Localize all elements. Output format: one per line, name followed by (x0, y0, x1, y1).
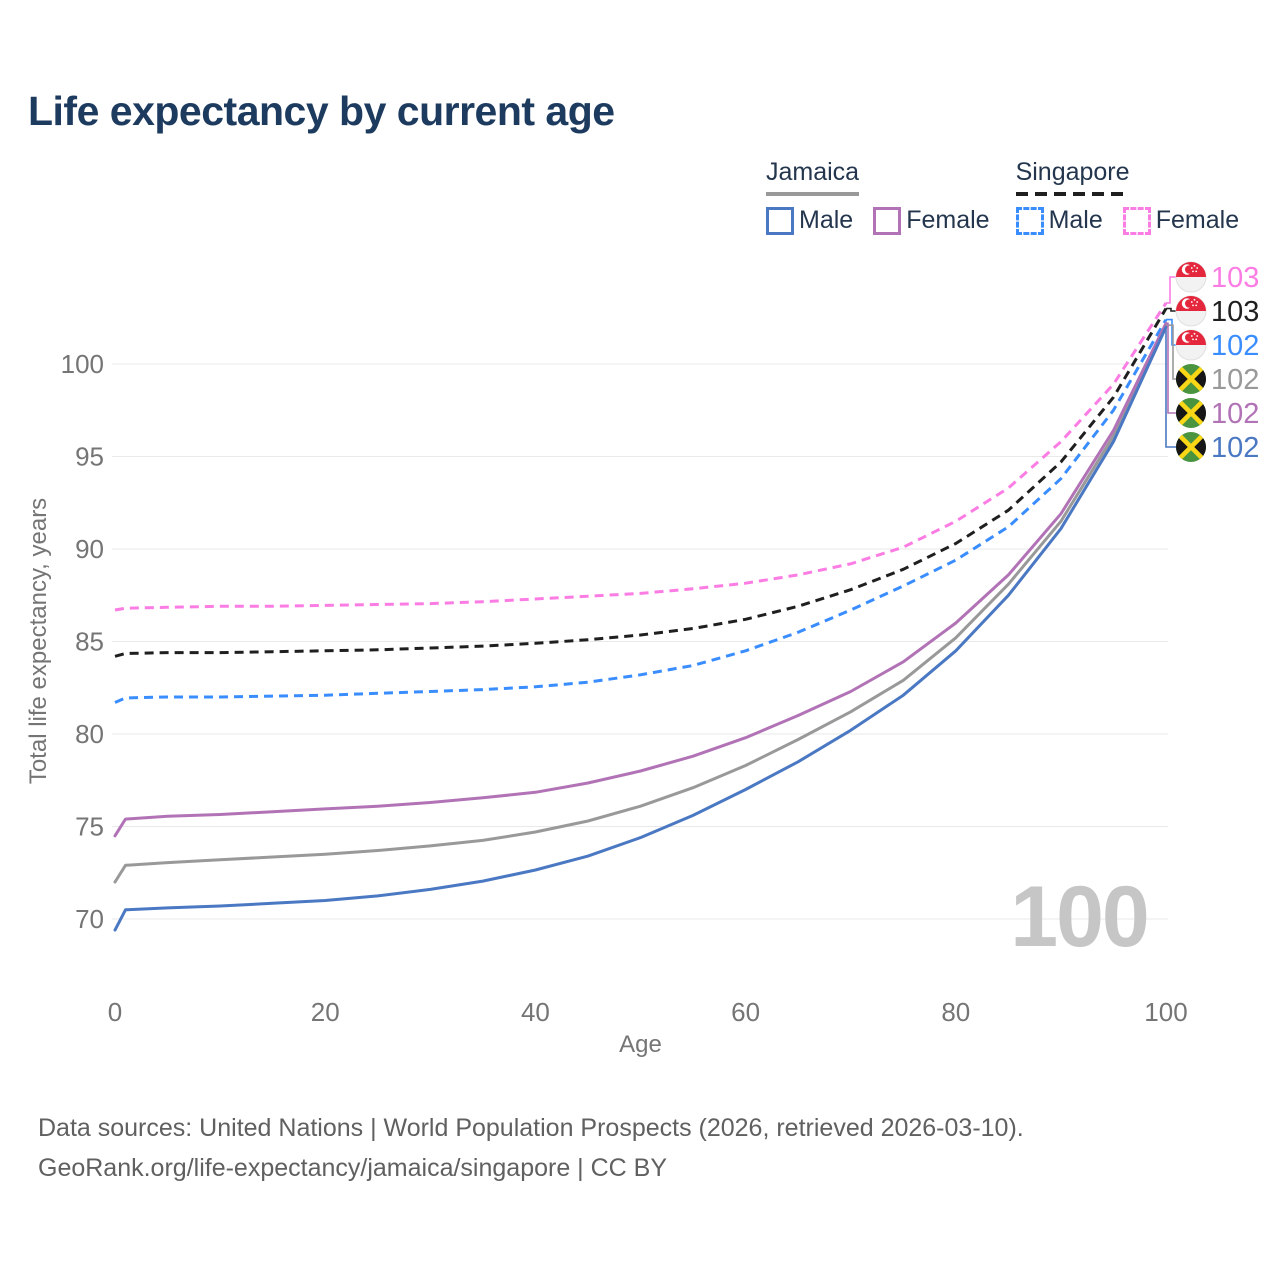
series-line-singapore-female[interactable] (114, 302, 1168, 612)
legend-item-jamaica-female[interactable]: Female (873, 206, 990, 235)
jamaica-line-sample (766, 192, 860, 196)
end-label-leader (1166, 324, 1176, 380)
age-watermark: 100 (1010, 869, 1148, 965)
x-tick-label: 100 (1144, 997, 1187, 1027)
end-value-label-singapore-female: 103 (1211, 262, 1259, 294)
x-tick-label: 60 (731, 997, 760, 1027)
legend-item-label: Male (799, 206, 854, 234)
legend-item-label: Female (1155, 206, 1240, 234)
footer-line-2: GeoRank.org/life-expectancy/jamaica/sing… (38, 1154, 668, 1182)
legend-group-singapore: Singapore Male Female (1015, 158, 1240, 235)
legend-item-label: Female (906, 206, 990, 234)
x-tick-label: 20 (311, 997, 340, 1027)
end-label-leader (1166, 307, 1176, 312)
legend-item-singapore-female[interactable]: Female (1122, 206, 1240, 235)
legend-group-jamaica: Jamaica Male Female (766, 158, 990, 235)
flag-jm-icon (1176, 432, 1206, 462)
y-tick-label: 85 (75, 627, 104, 657)
end-label-leader (1166, 322, 1176, 414)
data-source-footer: Data sources: United Nations | World Pop… (38, 1108, 1024, 1188)
end-value-label-jamaica: 102 (1211, 364, 1259, 396)
x-tick-label: 80 (941, 997, 970, 1027)
end-value-label-jamaica-female: 102 (1211, 398, 1259, 430)
y-tick-label: 90 (75, 534, 104, 564)
end-label-leader (1165, 327, 1176, 448)
y-tick-label: 100 (61, 349, 104, 379)
flag-sg-icon (1175, 329, 1207, 361)
legend-items-singapore: Male Female (1015, 206, 1240, 235)
singapore-line-sample (1015, 192, 1130, 196)
y-tick-label: 75 (75, 812, 104, 842)
legend-item-jamaica-male[interactable]: Male (766, 206, 853, 235)
legend: Jamaica Male Female Singapore Male (766, 158, 1239, 235)
end-label-leader (1166, 318, 1176, 346)
end-label-leader (1166, 276, 1176, 304)
y-tick-label: 70 (75, 904, 104, 934)
singapore-female-swatch-icon (1122, 206, 1151, 235)
legend-country-jamaica-label: Jamaica (766, 158, 860, 186)
series-line-singapore[interactable] (114, 307, 1168, 658)
flag-sg-icon (1175, 295, 1207, 327)
x-tick-label: 40 (521, 997, 550, 1027)
jamaica-female-swatch-icon (873, 206, 902, 235)
legend-country-singapore-label: Singapore (1015, 158, 1130, 186)
end-value-label-jamaica-male: 102 (1211, 432, 1259, 464)
series-line-jamaica[interactable] (113, 323, 1168, 884)
legend-country-jamaica[interactable]: Jamaica (766, 158, 860, 196)
singapore-male-swatch-icon (1015, 206, 1044, 235)
x-axis-label: Age (619, 1031, 662, 1058)
page-title: Life expectancy by current age (28, 88, 615, 134)
y-axis-label: Total life expectancy, years (25, 498, 52, 784)
series-line-jamaica-female[interactable] (113, 321, 1168, 838)
footer-line-1: Data sources: United Nations | World Pop… (38, 1114, 1024, 1142)
end-value-label-singapore-male: 102 (1211, 330, 1259, 362)
jamaica-male-swatch-icon (766, 206, 794, 235)
legend-items-jamaica: Male Female (766, 206, 990, 235)
y-tick-label: 80 (75, 719, 104, 749)
series-line-jamaica-male[interactable] (113, 325, 1168, 932)
legend-country-singapore[interactable]: Singapore (1015, 158, 1130, 196)
flag-jm-icon (1176, 364, 1206, 394)
x-tick-label: 0 (108, 997, 122, 1027)
flag-sg-icon (1175, 261, 1207, 293)
legend-item-label: Male (1048, 206, 1103, 234)
legend-item-singapore-male[interactable]: Male (1015, 206, 1103, 235)
y-tick-label: 95 (75, 442, 104, 472)
flag-jm-icon (1176, 398, 1206, 428)
end-value-label-singapore: 103 (1211, 296, 1259, 328)
series-line-singapore-male[interactable] (114, 318, 1168, 704)
